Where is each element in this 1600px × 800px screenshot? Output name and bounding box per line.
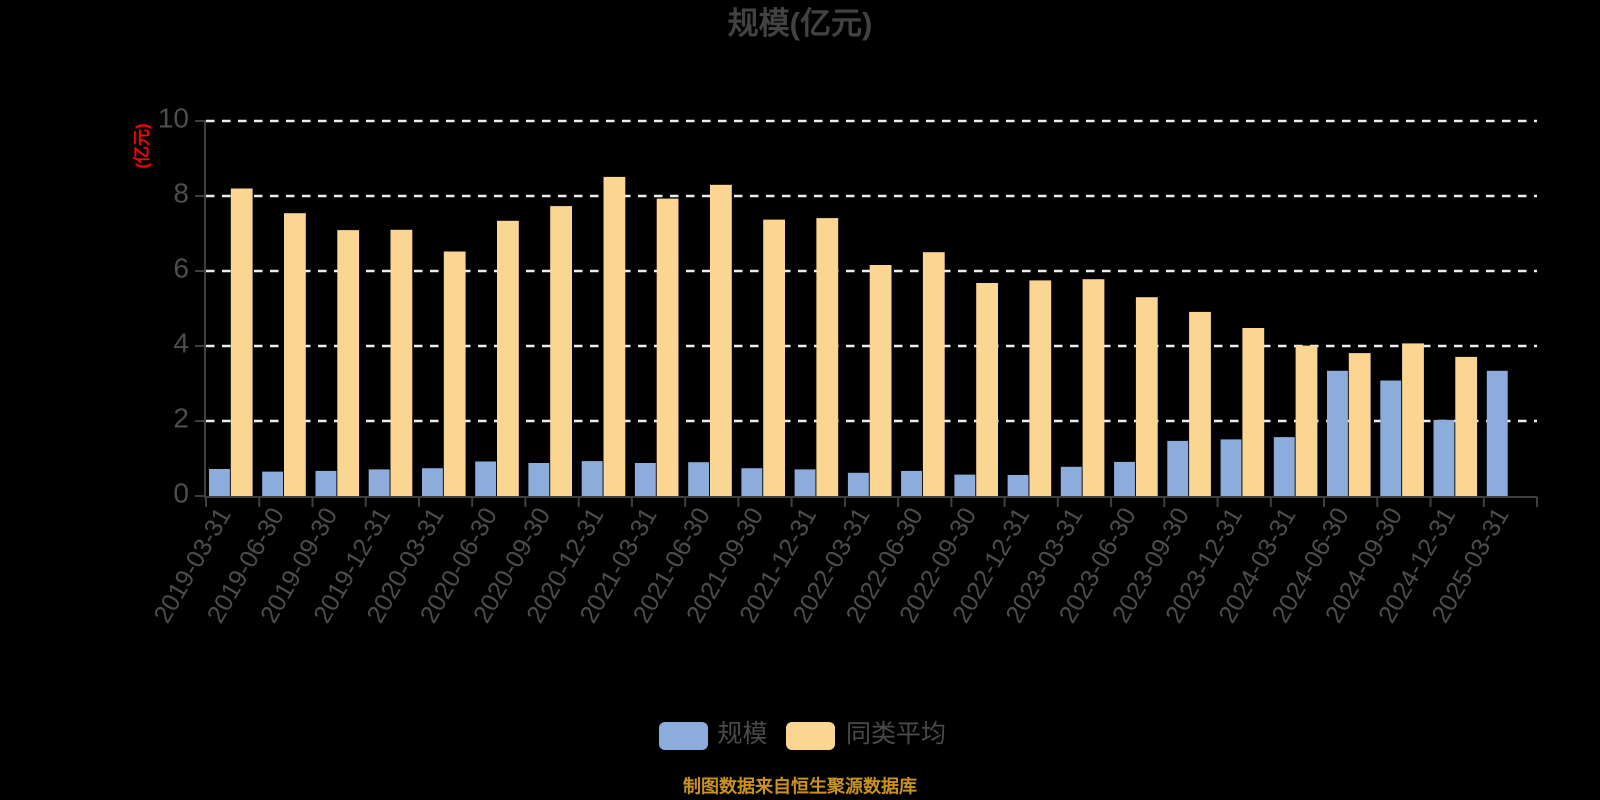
svg-text:规模: 规模 <box>718 720 768 748</box>
svg-text:2: 2 <box>173 403 189 434</box>
svg-text:8: 8 <box>173 178 189 209</box>
svg-text:规模(亿元): 规模(亿元) <box>728 6 873 41</box>
svg-text:4: 4 <box>173 328 189 359</box>
svg-text:(亿元): (亿元) <box>132 123 152 168</box>
svg-text:0: 0 <box>173 478 189 509</box>
svg-text:同类平均: 同类平均 <box>846 720 946 748</box>
svg-text:6: 6 <box>173 253 189 284</box>
svg-text:10: 10 <box>158 103 189 134</box>
svg-text:制图数据来自恒生聚源数据库: 制图数据来自恒生聚源数据库 <box>683 776 917 797</box>
